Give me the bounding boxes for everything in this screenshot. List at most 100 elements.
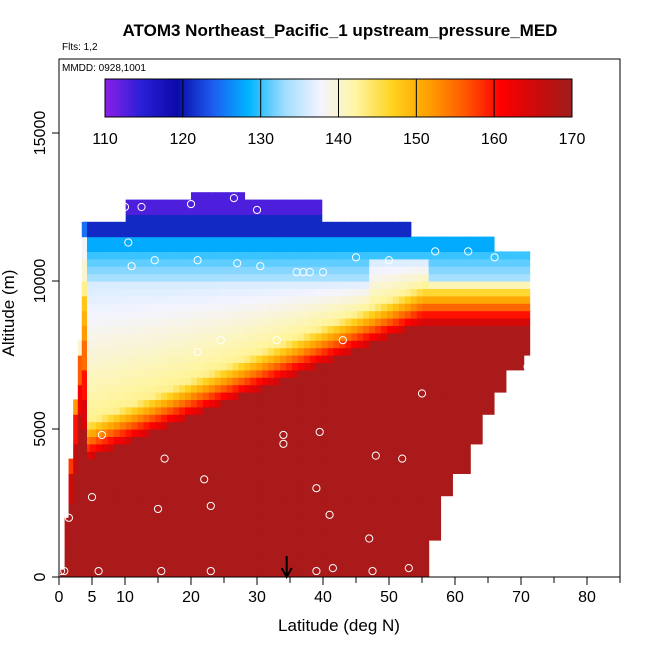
observation-point (206, 566, 215, 576)
heatmap-cell (208, 451, 216, 460)
heatmap-cell (387, 340, 394, 349)
heatmap-cell (291, 244, 299, 252)
heatmap-cell (131, 347, 139, 356)
heatmap-cell (363, 429, 370, 437)
heatmap-cell (149, 554, 156, 563)
heatmap-cell (493, 288, 501, 297)
heatmap-cell (185, 377, 192, 386)
heatmap-cell (416, 266, 424, 275)
heatmap-cell (90, 229, 97, 238)
heatmap-cell (327, 540, 335, 548)
heatmap-cell (196, 340, 204, 349)
heatmap-cell (369, 392, 376, 400)
heatmap-cell (226, 451, 234, 460)
heatmap-cell (95, 347, 103, 356)
heatmap-cell (244, 229, 251, 238)
heatmap-cell (422, 562, 430, 571)
heatmap-profile-cell (77, 540, 84, 548)
heatmap-cell (191, 229, 198, 238)
heatmap-cell (131, 436, 139, 445)
heatmap-cell (214, 332, 222, 341)
heatmap-cell (119, 384, 127, 393)
heatmap-cell (196, 488, 204, 497)
heatmap-cell (125, 392, 133, 400)
heatmap-profile-cell (81, 451, 87, 460)
heatmap-cell (179, 532, 186, 541)
heatmap-profile-cell (73, 399, 79, 408)
heatmap-cell (303, 540, 311, 548)
heatmap-cell (84, 554, 91, 563)
heatmap-cell (505, 318, 513, 326)
heatmap-cell (179, 406, 186, 415)
heatmap-cell (208, 377, 216, 386)
heatmap-cell (392, 451, 400, 460)
heatmap-cell (482, 340, 489, 349)
heatmap-cell (113, 503, 121, 511)
heatmap-cell (196, 229, 204, 238)
heatmap-cell (286, 451, 293, 460)
heatmap-cell (238, 525, 246, 534)
heatmap-profile-cell (68, 466, 74, 474)
heatmap-cell (357, 443, 364, 452)
heatmap-cell (268, 288, 275, 297)
heatmap-cell (191, 207, 198, 215)
heatmap-cell (381, 258, 388, 267)
heatmap-cell (185, 266, 192, 275)
heatmap-cell (493, 318, 501, 326)
heatmap-cell (155, 310, 162, 319)
heatmap-cell (428, 325, 436, 334)
heatmap-cell (202, 421, 210, 430)
heatmap-cell (381, 347, 388, 356)
heatmap-cell (101, 421, 109, 430)
heatmap-cell (493, 369, 501, 378)
heatmap-cell (488, 406, 495, 415)
heatmap-cell (470, 340, 477, 349)
heatmap-cell (185, 569, 192, 577)
heatmap-cell (369, 369, 376, 378)
heatmap-cell (173, 503, 180, 511)
heatmap-cell (90, 429, 97, 437)
heatmap-cell (238, 458, 246, 467)
heatmap-cell (297, 288, 305, 297)
heatmap-cell (493, 251, 501, 260)
heatmap-cell (357, 369, 364, 378)
heatmap-cell (167, 244, 174, 252)
heatmap-cell (107, 414, 115, 423)
heatmap-cell (208, 510, 216, 519)
x-tick-label: 0 (55, 589, 64, 606)
heatmap-cell (309, 540, 317, 548)
heatmap-cell (107, 229, 115, 238)
heatmap-cell (208, 429, 216, 437)
heatmap-cell (90, 251, 97, 260)
heatmap-cell (155, 318, 162, 326)
heatmap-cell (119, 303, 127, 312)
heatmap-cell (238, 451, 246, 460)
heatmap-cell (84, 451, 91, 460)
heatmap-cell (422, 384, 430, 393)
heatmap-cell (280, 251, 287, 260)
heatmap-cell (179, 377, 186, 386)
heatmap-cell (434, 488, 442, 497)
heatmap-cell (345, 369, 352, 378)
heatmap-cell (339, 281, 347, 289)
heatmap-cell (381, 517, 388, 526)
heatmap-cell (511, 318, 519, 326)
heatmap-cell (95, 236, 103, 245)
heatmap-cell (404, 473, 412, 482)
heatmap-cell (315, 406, 323, 415)
heatmap-cell (309, 221, 317, 230)
heatmap-cell (440, 295, 448, 304)
heatmap-cell (315, 273, 323, 282)
heatmap-cell (422, 369, 430, 378)
heatmap-cell (351, 392, 358, 400)
heatmap-profile-cell (77, 414, 84, 423)
heatmap-cell (226, 414, 234, 423)
heatmap-profile-cell (73, 429, 79, 437)
heatmap-cell (268, 517, 275, 526)
observation-point (431, 247, 440, 256)
heatmap-cell (452, 392, 459, 400)
heatmap-cell (238, 510, 246, 519)
heatmap-cell (173, 325, 180, 334)
heatmap-cell (357, 258, 364, 267)
heatmap-cell (208, 347, 216, 356)
